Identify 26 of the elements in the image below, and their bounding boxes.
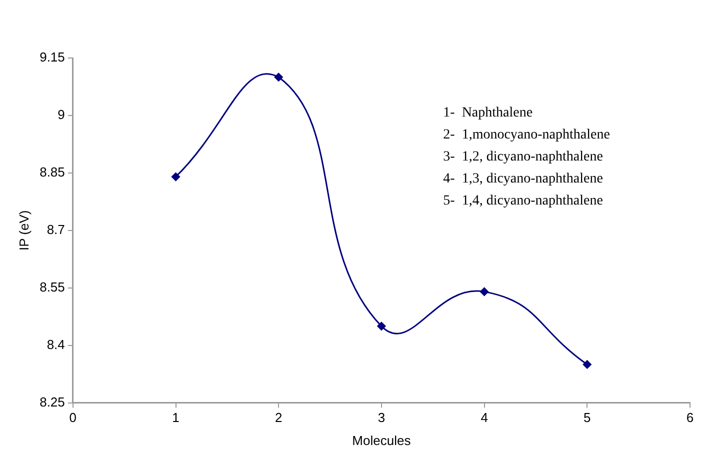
x-tick-label: 4 [480, 410, 488, 426]
annotation: 2- 1,monocyano-naphthalene [443, 128, 610, 143]
y-tick-label: 8.25 [40, 394, 65, 410]
y-tick-label: 9 [58, 107, 65, 122]
x-tick-label: 1 [172, 410, 180, 426]
point [274, 72, 283, 82]
x-tick-label: 2 [274, 410, 282, 426]
x-tick-label: 3 [378, 410, 386, 426]
annotation: 4- 1,3, dicyano-naphthalene [443, 172, 603, 187]
y-tick-label: 8.4 [46, 336, 65, 352]
y-tick-label: 8.7 [46, 222, 65, 237]
x-axis-title: Molecules [352, 432, 412, 448]
point [377, 322, 386, 330]
y-axis-title: IP (eV) [16, 210, 32, 251]
y-tick-label: 8.85 [40, 164, 65, 180]
annotation: 3- 1,2, dicyano-naphthalene [443, 150, 603, 165]
point [582, 360, 592, 369]
annotation: 5- 1,4, dicyano-naphthalene [443, 194, 603, 209]
annotation: 1- Naphthalene [443, 106, 533, 121]
x-tick-label: 6 [686, 410, 694, 426]
y-tick-label: 9.15 [40, 50, 65, 65]
x-tick-label: 5 [584, 410, 591, 426]
point [480, 287, 489, 296]
y-tick-label: 8.55 [40, 279, 65, 294]
x-tick-label: 0 [69, 410, 77, 426]
point [172, 172, 180, 182]
